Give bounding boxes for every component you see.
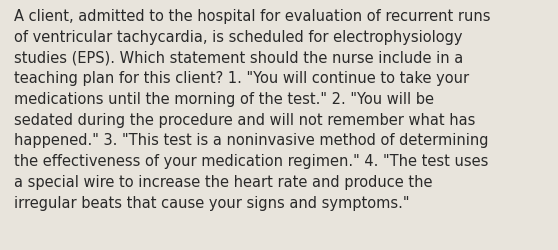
Text: A client, admitted to the hospital for evaluation of recurrent runs
of ventricul: A client, admitted to the hospital for e… (14, 9, 490, 210)
